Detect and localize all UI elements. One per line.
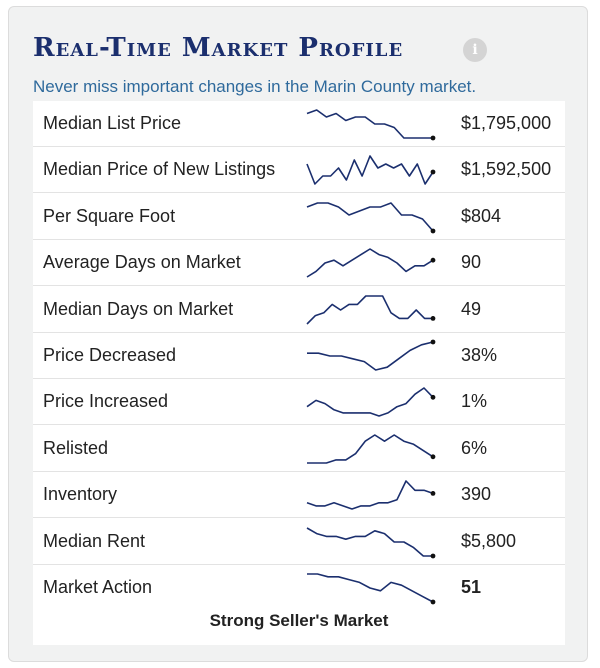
sparkline-endpoint bbox=[430, 315, 436, 321]
metric-row: Median Price of New Listings $1,592,500 bbox=[33, 147, 565, 194]
sparkline-endpoint bbox=[430, 454, 436, 459]
trend-sparkline bbox=[306, 109, 436, 141]
market-profile-widget: Real-Time Market Profile i Never miss im… bbox=[8, 6, 588, 662]
sparkline-endpoint bbox=[430, 257, 436, 263]
sparkline-endpoint bbox=[430, 491, 436, 496]
metric-row: Median List Price $1,795,000 bbox=[33, 101, 565, 147]
market-status: Strong Seller's Market bbox=[209, 611, 389, 630]
sparkline-endpoint bbox=[430, 395, 436, 401]
trend-sparkline bbox=[306, 526, 436, 558]
sparkline-endpoint bbox=[430, 135, 436, 141]
metric-row: Price Increased 1% bbox=[33, 379, 565, 426]
sparkline-endpoint bbox=[430, 169, 436, 175]
sparkline-path bbox=[306, 480, 434, 510]
metric-label: Price Increased bbox=[43, 391, 169, 412]
metric-label: Median Days on Market bbox=[43, 298, 234, 319]
sparkline-endpoint bbox=[430, 339, 436, 345]
trend-sparkline bbox=[307, 433, 436, 464]
metric-label: Per Square Foot bbox=[43, 205, 176, 226]
metric-row: Relisted 6% bbox=[33, 426, 565, 472]
metric-row: Inventory 390 bbox=[33, 472, 565, 519]
trend-sparkline bbox=[306, 480, 436, 510]
trend-sparkline bbox=[307, 573, 436, 605]
metric-value: $1,592,500 bbox=[461, 159, 552, 180]
metric-label: Average Days on Market bbox=[43, 252, 241, 273]
trend-sparkline bbox=[306, 155, 436, 186]
metric-value: $1,795,000 bbox=[461, 113, 552, 133]
metric-value: 1% bbox=[461, 391, 488, 412]
metric-value: 6% bbox=[461, 437, 488, 458]
sparkline-path bbox=[306, 201, 434, 232]
sparkline-path bbox=[307, 433, 434, 464]
sparkline-path bbox=[306, 109, 433, 139]
sparkline-path bbox=[306, 294, 433, 325]
sparkline-path bbox=[306, 387, 434, 418]
trend-sparkline bbox=[307, 339, 436, 371]
metric-label: Relisted bbox=[43, 437, 109, 458]
widget-subtitle: Never miss important changes in the Mari… bbox=[33, 77, 477, 96]
metric-label: Price Decreased bbox=[43, 345, 177, 365]
metric-label: Median Price of New Listings bbox=[43, 159, 276, 180]
metric-row: Per Square Foot $804 bbox=[33, 194, 565, 240]
metric-row: Market Action 51 bbox=[33, 565, 565, 611]
metric-label: Inventory bbox=[43, 484, 118, 505]
metric-value: 90 bbox=[461, 252, 482, 273]
trend-sparkline bbox=[306, 201, 436, 234]
sparkline-path bbox=[306, 248, 434, 278]
metric-value: 38% bbox=[461, 345, 498, 365]
metric-value: $804 bbox=[461, 205, 502, 226]
metric-value: 51 bbox=[461, 577, 482, 597]
metric-value: 49 bbox=[461, 298, 482, 319]
trend-sparkline bbox=[306, 294, 436, 325]
sparkline-path bbox=[307, 573, 434, 603]
metric-value: 390 bbox=[461, 484, 492, 505]
sparkline-endpoint bbox=[430, 228, 436, 234]
metric-label: Market Action bbox=[43, 577, 153, 597]
trend-sparkline bbox=[306, 248, 436, 278]
metric-row: Median Rent $5,800 bbox=[33, 519, 565, 565]
metric-label: Median Rent bbox=[43, 530, 146, 551]
trend-sparkline bbox=[306, 387, 436, 418]
sparkline-path bbox=[307, 341, 434, 371]
widget-title: Real-Time Market Profile bbox=[33, 33, 404, 63]
metric-label: Median List Price bbox=[43, 113, 182, 133]
sparkline-path bbox=[306, 155, 434, 186]
sparkline-endpoint bbox=[430, 599, 436, 605]
metric-row: Price Decreased 38% bbox=[33, 333, 565, 379]
market-metrics-table: Median List Price $1,795,000 Median Price … bbox=[33, 101, 565, 645]
metric-row: Average Days on Market 90 bbox=[33, 240, 565, 287]
info-icon[interactable]: i bbox=[463, 38, 487, 62]
sparkline-path bbox=[306, 526, 433, 557]
metric-value: $5,800 bbox=[461, 530, 517, 551]
metric-row: Median Days on Market 49 bbox=[33, 287, 565, 333]
sparkline-endpoint bbox=[430, 553, 436, 558]
